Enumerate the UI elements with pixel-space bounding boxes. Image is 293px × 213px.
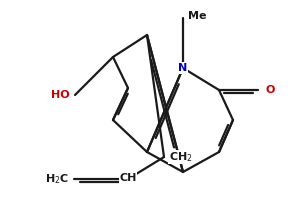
Text: H$_2$C: H$_2$C [45, 172, 69, 186]
Text: HO: HO [51, 90, 70, 100]
Text: CH: CH [119, 173, 137, 183]
Text: CH$_2$: CH$_2$ [169, 150, 193, 164]
Text: Me: Me [188, 11, 207, 21]
Text: N: N [178, 63, 188, 73]
Text: O: O [265, 85, 274, 95]
